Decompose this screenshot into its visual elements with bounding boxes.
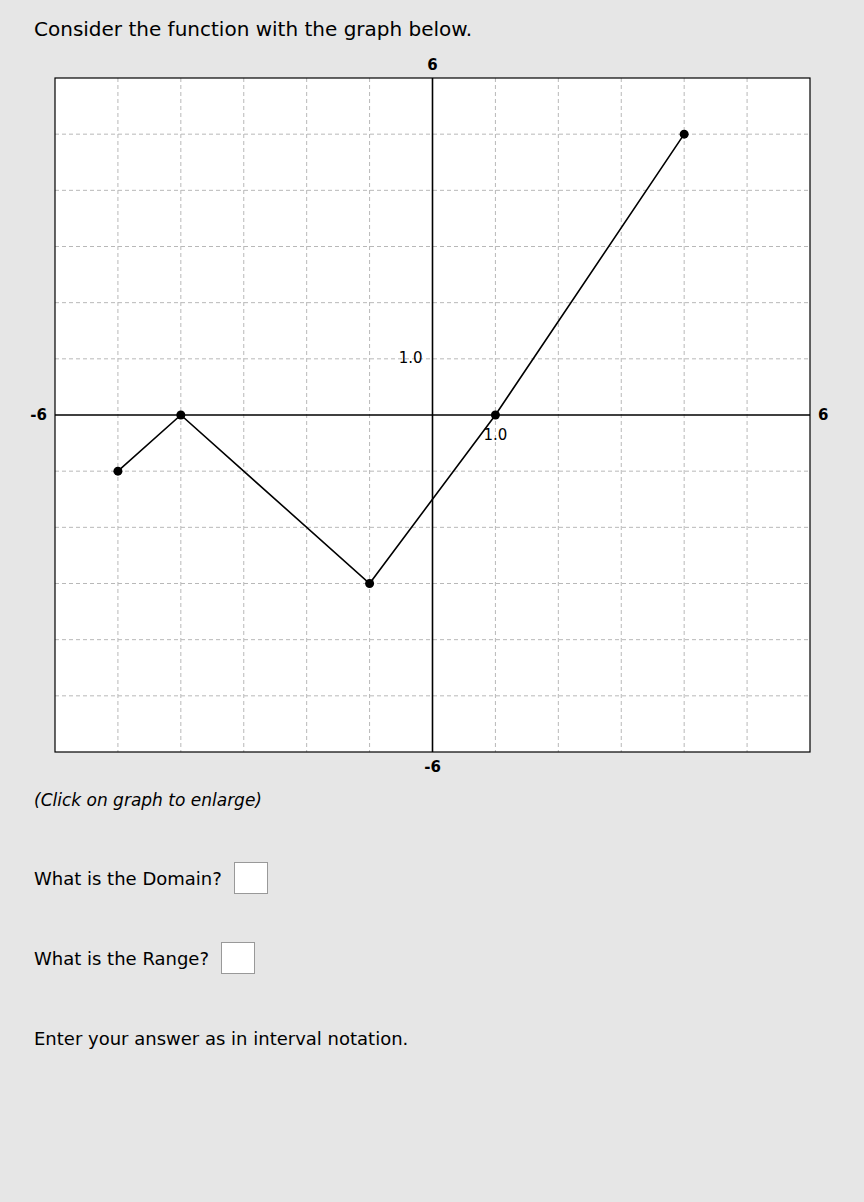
answer-input[interactable]: [221, 942, 255, 974]
y-axis: [432, 78, 434, 752]
y-tick-label: 6: [427, 56, 437, 74]
point: [680, 130, 689, 139]
y-tick-label: 1.0: [399, 349, 423, 367]
point: [365, 579, 374, 588]
marks: [113, 130, 688, 588]
annotation: What is the Range?: [34, 948, 209, 969]
annotation: What is the Domain?: [34, 868, 222, 889]
grid: [55, 78, 810, 752]
point: [113, 467, 122, 476]
plot-area: [55, 78, 810, 752]
chart: Consider the function with the graph bel…: [0, 0, 864, 1202]
y-tick-label: -6: [424, 758, 441, 776]
title: Consider the function with the graph bel…: [34, 17, 472, 41]
plot-frame: [55, 78, 810, 752]
x-tick-label: 6: [818, 406, 828, 424]
answer-input[interactable]: [234, 862, 268, 894]
subtitle: (Click on graph to enlarge): [34, 790, 262, 810]
x-tick-label: 1.0: [483, 426, 507, 444]
x-tick-label: -6: [30, 406, 47, 424]
function-line: [118, 134, 684, 583]
point: [491, 411, 500, 420]
annotation: Enter your answer as in interval notatio…: [34, 1028, 408, 1049]
point: [176, 411, 185, 420]
